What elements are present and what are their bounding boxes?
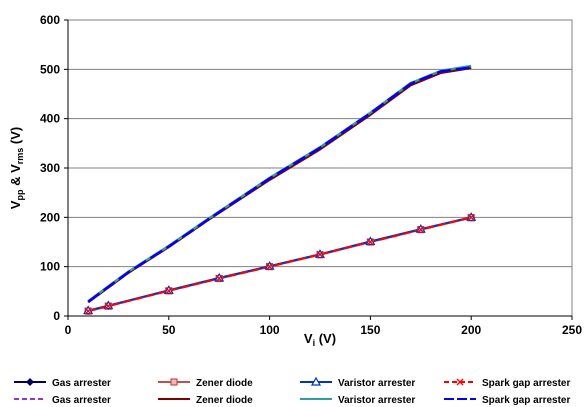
- series-3-point: [467, 213, 475, 221]
- legend-item-0: Gas arrester: [14, 378, 111, 389]
- y-tick-label: 400: [40, 112, 60, 126]
- legend-item-6: Varistor arrester: [300, 395, 415, 406]
- legend-item-7: Spark gap arrester: [444, 395, 570, 406]
- legend-label: Zener diode: [196, 395, 253, 406]
- y-tick-label: 300: [40, 161, 60, 175]
- x-tick-label: 150: [360, 323, 380, 337]
- series-3-point: [316, 250, 324, 258]
- series-3-point: [104, 302, 112, 310]
- y-axis-title: Vpp & Vrms (V): [8, 127, 25, 209]
- series-2-point: [264, 260, 275, 270]
- y-tick-label: 100: [40, 260, 60, 274]
- x-tick-label: 250: [562, 323, 582, 337]
- series-2-point: [365, 236, 376, 246]
- series-markers: [83, 212, 477, 316]
- y-tick-labels: 0 100 200 300 400 500 600: [40, 13, 68, 323]
- series-lines: [87, 64, 472, 313]
- series-2-point: [415, 223, 426, 233]
- series-3-point: [84, 307, 92, 315]
- series-3-point: [366, 238, 374, 246]
- legend-label: Zener diode: [196, 378, 253, 389]
- legend-marker: [456, 378, 464, 386]
- x-tick-label: 100: [260, 323, 280, 337]
- legend-item-1: Zener diode: [158, 378, 253, 389]
- y-tick-label: 0: [53, 309, 60, 323]
- series-2-point: [163, 285, 174, 294]
- series-2-point: [83, 305, 94, 315]
- legend-marker: [310, 376, 322, 386]
- legend-label: Spark gap arrester: [482, 378, 570, 389]
- series-2-point: [103, 300, 114, 310]
- legend-label: Gas arrester: [52, 378, 111, 389]
- legend-label: Varistor arrester: [338, 378, 415, 389]
- y-tick-label: 200: [40, 210, 60, 224]
- x-tick-labels: 0 50 100 150 200 250: [65, 316, 582, 337]
- legend-item-4: Gas arrester: [14, 395, 111, 406]
- legend-marker: [170, 378, 178, 386]
- gridlines: [68, 19, 572, 268]
- series-2-point: [214, 272, 225, 282]
- series-3-point: [417, 226, 425, 234]
- legend-item-2: Varistor arrester: [300, 376, 415, 389]
- y-tick-label: 600: [40, 13, 60, 27]
- series-3-point: [266, 263, 274, 271]
- legend-marker: [26, 378, 34, 386]
- legend-label: Spark gap arrester: [482, 395, 570, 406]
- series-3-point: [165, 287, 173, 295]
- x-tick-label: 0: [65, 323, 72, 337]
- legend-item-5: Zener diode: [158, 395, 253, 406]
- legend-label: Varistor arrester: [338, 395, 415, 406]
- x-tick-label: 200: [461, 323, 481, 337]
- series-3-point: [215, 275, 223, 283]
- x-tick-label: 50: [162, 323, 176, 337]
- legend-label: Gas arrester: [52, 395, 111, 406]
- legend-item-3: Spark gap arrester: [444, 378, 570, 389]
- legend: Gas arrester Zener diode Varistor arrester…: [14, 376, 570, 406]
- x-axis-title: Vi (V): [304, 331, 336, 348]
- series-line-7: [87, 66, 472, 303]
- y-tick-label: 500: [40, 62, 60, 76]
